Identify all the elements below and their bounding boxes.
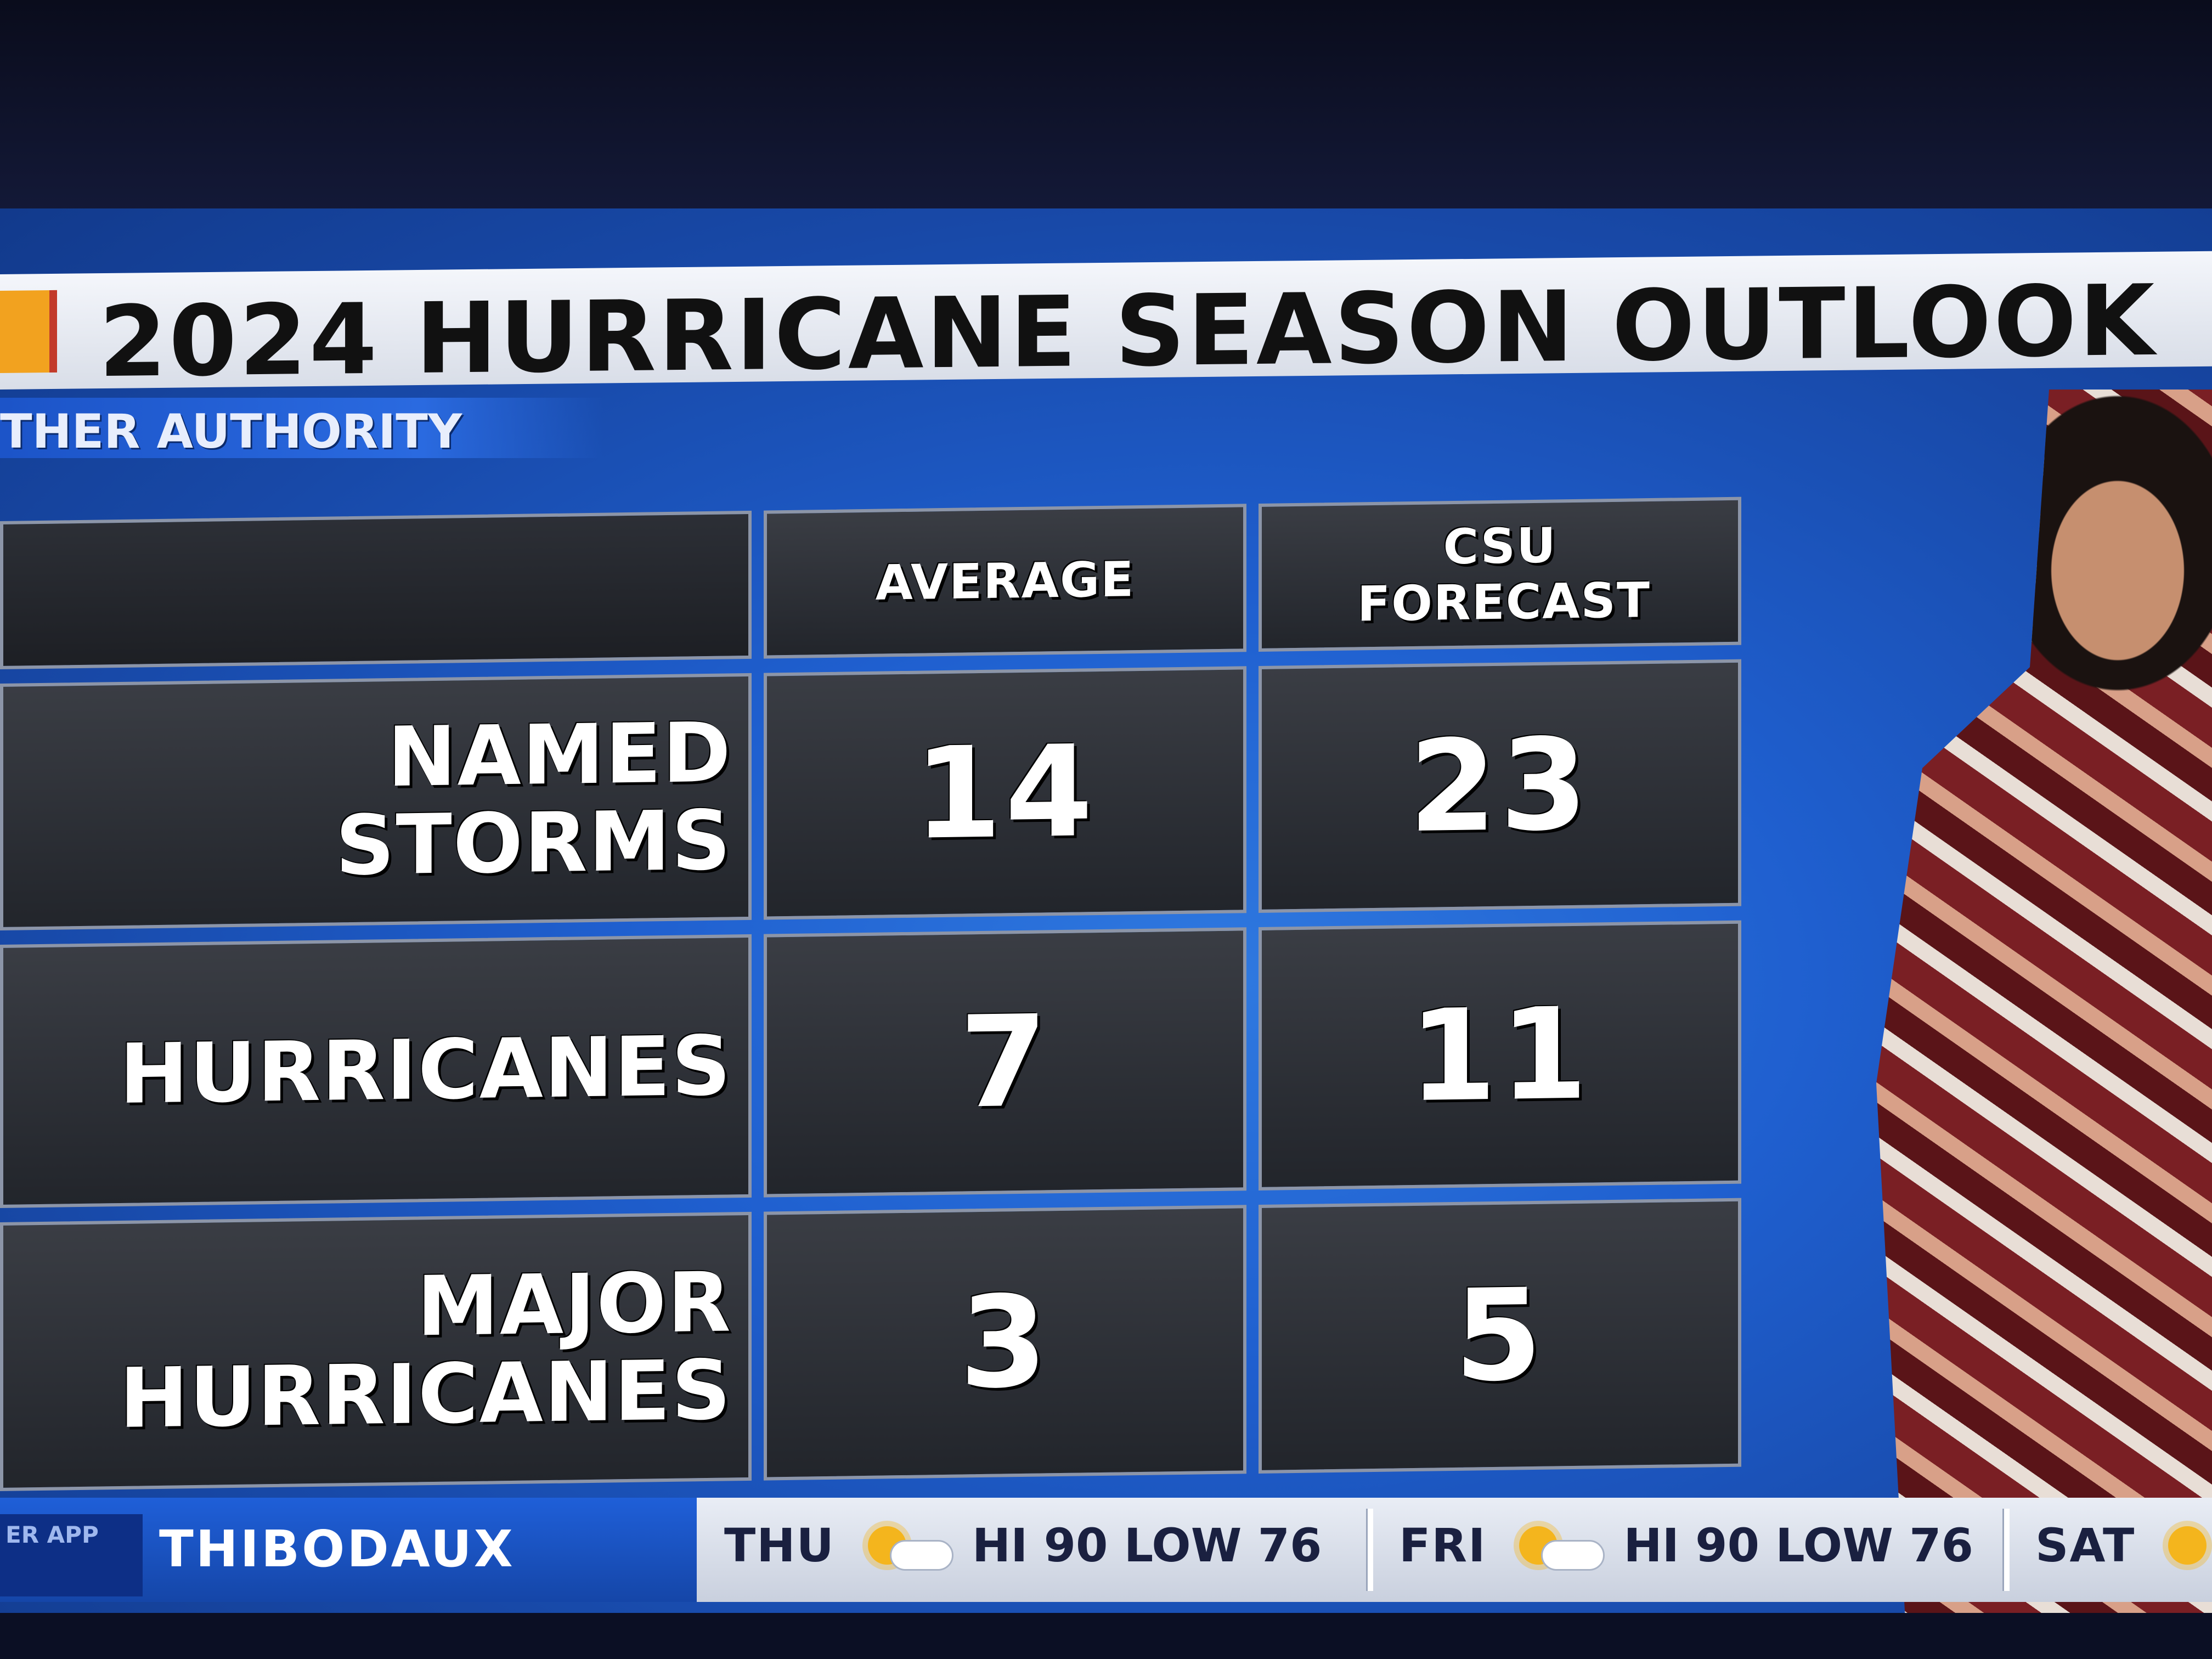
table-corner xyxy=(0,510,752,669)
partly-cloudy-icon xyxy=(2157,1521,2212,1570)
row-label-hurricanes: HURRICANES xyxy=(0,934,752,1208)
subtitle-bar: THER AUTHORITY xyxy=(0,398,603,459)
ticker-divider xyxy=(1366,1509,1373,1591)
forecast-day: FRI xyxy=(1399,1519,1487,1572)
broadcast-frame: 2024 HURRICANE SEASON OUTLOOK THER AUTHO… xyxy=(0,208,2212,1613)
location-name: THIBODAUX xyxy=(159,1520,515,1578)
station-logo xyxy=(0,290,57,373)
row-label-major-hurricanes: MAJOR HURRICANES xyxy=(0,1211,752,1491)
app-tag: ER APP xyxy=(0,1514,143,1596)
hurricanes-csu: 11 xyxy=(1259,920,1741,1190)
forecast-sat: SAT xyxy=(2035,1519,2212,1572)
header-csu-forecast-label: CSU FORECAST xyxy=(1357,517,1651,633)
weather-presenter xyxy=(1876,390,2212,1613)
forecast-ticker: ER APP THIBODAUX THU HI 90 LOW 76 FRI HI… xyxy=(0,1498,2212,1602)
header-csu-forecast: CSU FORECAST xyxy=(1259,496,1741,652)
forecast-fri: FRI HI 90 LOW 76 xyxy=(1399,1519,1973,1572)
ticker-divider xyxy=(2002,1509,2010,1591)
screen-bezel xyxy=(0,0,2212,230)
row-label-text: NAMED STORMS xyxy=(335,705,732,894)
title-bar: 2024 HURRICANE SEASON OUTLOOK xyxy=(0,251,2212,399)
subtitle: THER AUTHORITY xyxy=(0,404,462,459)
major-hurricanes-csu: 5 xyxy=(1259,1198,1741,1474)
row-label-named-storms: NAMED STORMS xyxy=(0,673,752,930)
header-average: AVERAGE xyxy=(764,504,1246,659)
named-storms-csu: 23 xyxy=(1259,659,1741,913)
partly-cloudy-icon xyxy=(1508,1521,1607,1571)
forecast-day: THU xyxy=(724,1519,835,1572)
forecast-temps: HI 90 LOW 76 xyxy=(1623,1519,1973,1572)
partly-cloudy-icon xyxy=(857,1521,956,1571)
forecast-day: SAT xyxy=(2035,1519,2136,1572)
named-storms-average: 14 xyxy=(764,666,1246,920)
hurricanes-average: 7 xyxy=(764,927,1246,1198)
major-hurricanes-average: 3 xyxy=(764,1205,1246,1481)
row-label-text: MAJOR HURRICANES xyxy=(119,1255,732,1447)
page-title: 2024 HURRICANE SEASON OUTLOOK xyxy=(99,263,2157,399)
forecast-temps: HI 90 LOW 76 xyxy=(972,1519,1322,1572)
forecast-thu: THU HI 90 LOW 76 xyxy=(724,1519,1322,1572)
location-box: ER APP THIBODAUX xyxy=(0,1498,697,1602)
outlook-table: AVERAGE CSU FORECAST NAMED STORMS 14 23 … xyxy=(0,496,1741,1491)
